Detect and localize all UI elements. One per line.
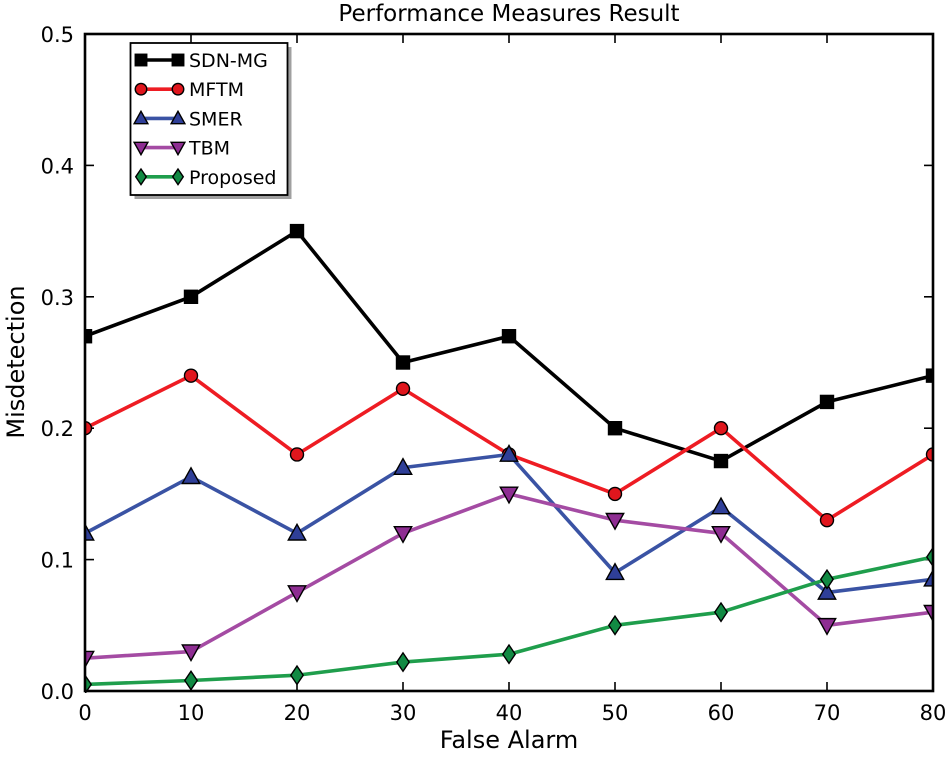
x-tick-label: 40 bbox=[496, 701, 523, 725]
series-sdn-mg bbox=[85, 223, 933, 469]
x-tick-label: 10 bbox=[178, 701, 205, 725]
data-point-marker bbox=[817, 617, 837, 636]
legend-marker bbox=[134, 167, 148, 186]
data-point-marker bbox=[607, 486, 623, 502]
legend-entry-sdn-mg: SDN-MG bbox=[134, 50, 268, 72]
legend: SDN-MG MFTM SMER TBM Proposed bbox=[129, 42, 292, 199]
y-tick-label: 0.0 bbox=[41, 680, 74, 704]
data-point-marker bbox=[819, 568, 835, 590]
data-point-marker bbox=[713, 421, 729, 436]
legend-entry-mftm: MFTM bbox=[134, 79, 244, 101]
data-point-marker bbox=[183, 289, 199, 304]
data-point-marker bbox=[393, 457, 413, 475]
data-point-marker bbox=[395, 381, 411, 396]
legend-label: SMER bbox=[189, 108, 243, 130]
legend-label: MFTM bbox=[189, 79, 244, 101]
data-point-marker bbox=[607, 421, 623, 436]
legend-marker bbox=[134, 53, 148, 67]
legend-marker bbox=[169, 141, 187, 157]
legend-marker bbox=[132, 109, 150, 125]
data-point-marker bbox=[85, 421, 93, 436]
legend-marker bbox=[132, 141, 150, 157]
series-tbm bbox=[85, 486, 933, 669]
data-point-marker bbox=[501, 329, 517, 344]
x-axis-label: False Alarm bbox=[439, 726, 579, 754]
data-point-marker bbox=[711, 496, 731, 515]
data-point-marker bbox=[181, 466, 201, 485]
data-point-marker bbox=[819, 394, 835, 410]
data-point-marker bbox=[817, 582, 837, 600]
legend-marker bbox=[134, 82, 148, 96]
legend-marker bbox=[169, 109, 187, 125]
legend-marker bbox=[171, 167, 185, 186]
x-tick-label: 50 bbox=[602, 701, 629, 725]
x-tick-label: 80 bbox=[920, 701, 947, 725]
chart-title: Performance Measures Result bbox=[338, 1, 680, 27]
data-point-marker bbox=[925, 447, 933, 462]
series-proposed bbox=[85, 546, 933, 693]
data-point-marker bbox=[289, 447, 305, 462]
data-point-marker bbox=[183, 670, 199, 691]
y-tick-label: 0.1 bbox=[41, 549, 74, 573]
data-point-marker bbox=[395, 651, 411, 673]
legend-label: Proposed bbox=[189, 167, 276, 189]
data-point-marker bbox=[287, 585, 307, 603]
legend-entry-proposed: Proposed bbox=[134, 167, 276, 189]
data-point-marker bbox=[925, 546, 933, 568]
y-tick-label: 0.2 bbox=[41, 417, 74, 441]
x-tick-label: 30 bbox=[390, 701, 417, 725]
axis-ticks: 0 10 20 30 40 50 60 70 80 0.0 0.1 0.2 0.3 0.4 0.5 bbox=[41, 23, 947, 725]
series-smer bbox=[85, 444, 933, 600]
legend-label: SDN-MG bbox=[189, 50, 268, 72]
plot-frame bbox=[83, 32, 935, 693]
data-point-marker bbox=[395, 355, 411, 370]
data-point-marker bbox=[85, 650, 95, 669]
data-point-marker bbox=[923, 568, 933, 587]
data-point-marker bbox=[711, 525, 731, 544]
data-point-marker bbox=[289, 664, 305, 686]
data-point-marker bbox=[713, 453, 729, 469]
data-point-marker bbox=[607, 614, 623, 636]
data-point-marker bbox=[183, 368, 199, 383]
data-point-marker bbox=[713, 601, 729, 623]
x-tick-label: 70 bbox=[814, 701, 841, 725]
x-tick-label: 0 bbox=[78, 701, 91, 725]
data-point-marker bbox=[501, 643, 517, 665]
data-point-marker bbox=[393, 525, 413, 544]
y-tick-label: 0.4 bbox=[41, 154, 74, 178]
x-tick-label: 20 bbox=[284, 701, 311, 725]
y-tick-label: 0.3 bbox=[41, 286, 74, 310]
legend-entry-smer: SMER bbox=[132, 108, 243, 130]
legend-entry-tbm: TBM bbox=[132, 138, 230, 160]
data-point-marker bbox=[85, 329, 93, 344]
data-point-marker bbox=[925, 368, 933, 383]
series-line bbox=[85, 452, 933, 595]
data-point-marker bbox=[85, 674, 93, 693]
series-line bbox=[85, 229, 933, 463]
legend-marker bbox=[171, 82, 185, 96]
y-axis-label: Misdetection bbox=[2, 285, 30, 439]
y-tick-label: 0.5 bbox=[41, 23, 74, 47]
data-point-marker bbox=[923, 604, 933, 623]
data-point-marker bbox=[181, 644, 201, 663]
data-point-marker bbox=[819, 512, 835, 528]
data-point-marker bbox=[289, 223, 305, 239]
legend-label: TBM bbox=[188, 138, 230, 160]
data-point-marker bbox=[499, 444, 519, 462]
x-tick-label: 60 bbox=[708, 701, 735, 725]
data-point-marker bbox=[287, 522, 307, 541]
data-point-marker bbox=[605, 562, 625, 581]
data-point-marker bbox=[85, 522, 95, 541]
legend-marker bbox=[171, 53, 185, 67]
data-point-marker bbox=[605, 512, 625, 531]
data-point-marker bbox=[499, 486, 519, 505]
